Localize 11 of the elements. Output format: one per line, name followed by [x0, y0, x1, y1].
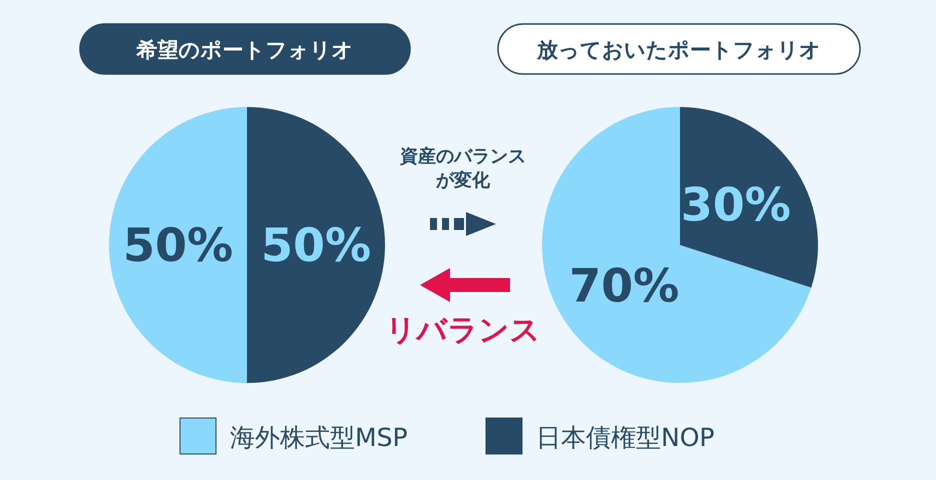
text: リバランス [386, 313, 540, 348]
legend-label: 海外株式型MSP [230, 423, 408, 452]
chart-title: 希望のポートフォリオ [136, 38, 354, 62]
chart-title: 放っておいたポートフォリオ [536, 38, 821, 62]
text: が変化 [435, 170, 491, 191]
data-label: 30% [680, 177, 791, 232]
text: 資産のバランス [399, 146, 526, 167]
data-label: 50% [260, 218, 372, 272]
data-label: 70% [569, 258, 680, 313]
legend-label: 日本債権型NOP [536, 423, 714, 452]
data-label: 50% [122, 218, 234, 272]
